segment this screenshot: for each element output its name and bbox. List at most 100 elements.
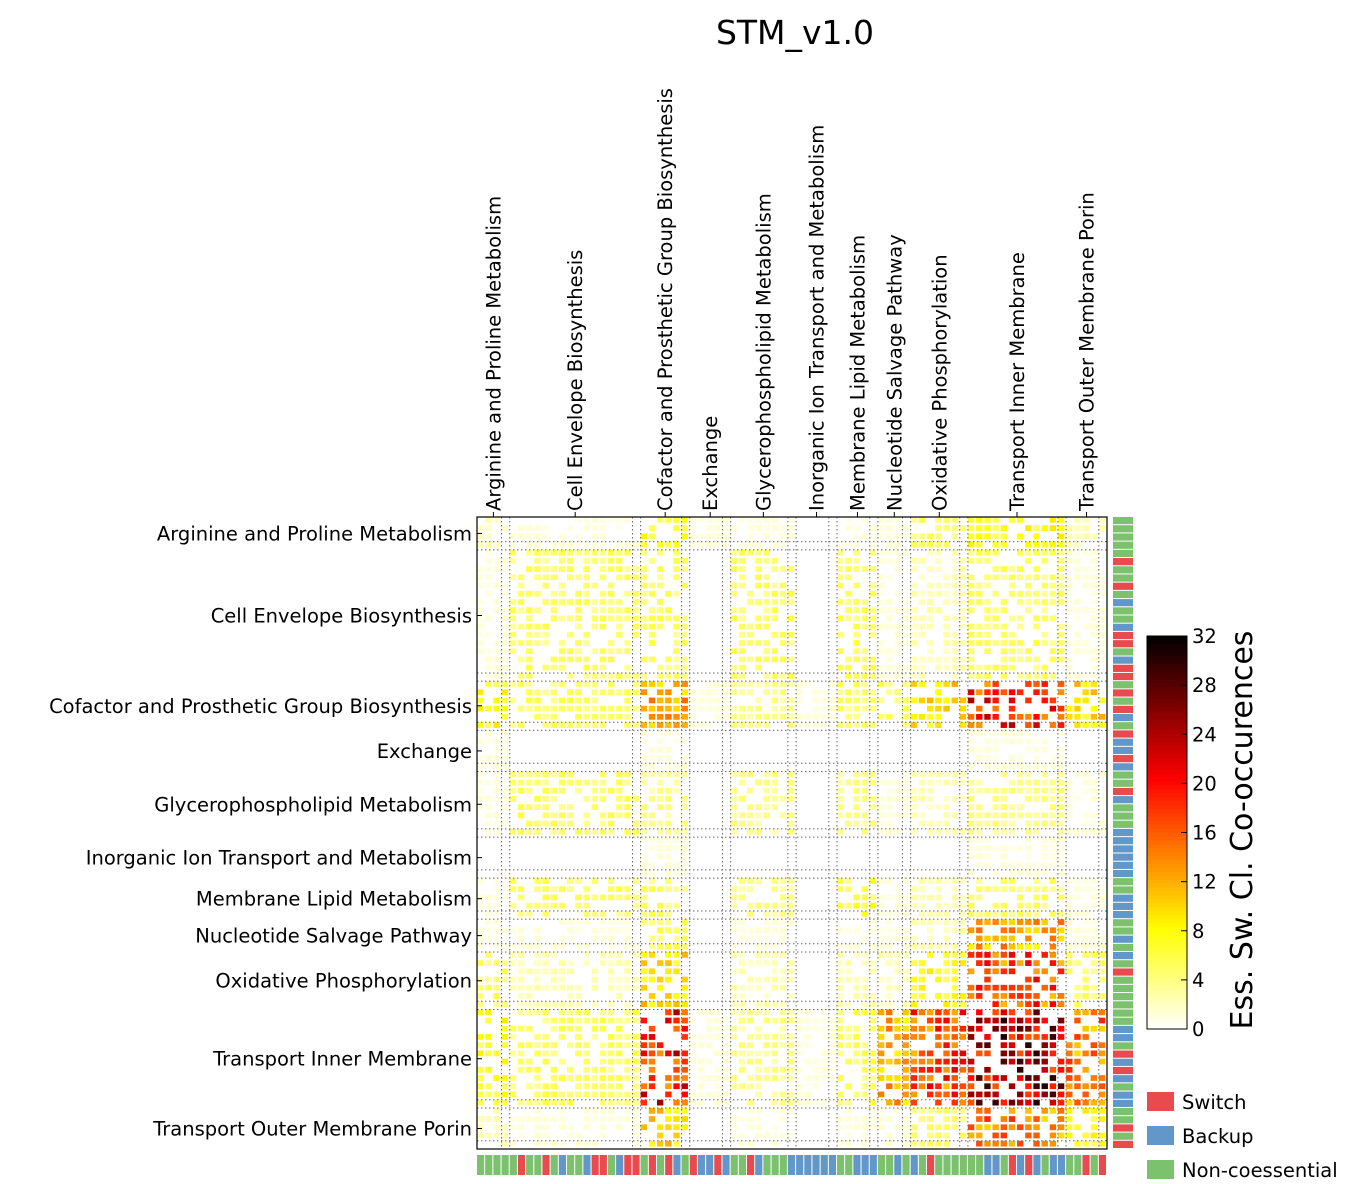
heatmap-cell — [681, 1017, 688, 1024]
heatmap-cell — [976, 984, 983, 991]
heatmap-cell — [1057, 640, 1065, 646]
heatmap-cell — [501, 1099, 508, 1106]
heatmap-cell — [1000, 1124, 1008, 1131]
colorbar-segment — [1147, 820, 1187, 826]
heatmap-cell — [517, 1099, 525, 1106]
heatmap-cell — [738, 984, 746, 991]
row-annotation-cell — [1113, 828, 1133, 837]
heatmap-cell — [591, 517, 598, 523]
heatmap-cell — [1017, 910, 1024, 917]
colorbar-segment — [1147, 718, 1187, 724]
heatmap-cell — [918, 787, 926, 794]
heatmap-cell — [485, 976, 492, 983]
heatmap-cell — [747, 541, 754, 548]
heatmap-cell — [927, 623, 934, 630]
heatmap-cell — [967, 746, 975, 753]
heatmap-cell — [517, 787, 525, 794]
heatmap-cell — [755, 1124, 762, 1131]
heatmap-cell — [935, 541, 942, 548]
heatmap-cell — [738, 640, 746, 646]
heatmap-cell — [837, 1091, 844, 1098]
heatmap-cell — [477, 697, 484, 704]
heatmap-cell — [747, 878, 754, 884]
heatmap-cell — [1049, 697, 1057, 704]
heatmap-cell — [796, 1083, 803, 1090]
heatmap-cell — [943, 640, 950, 646]
heatmap-cell — [1049, 590, 1057, 597]
heatmap-cell — [591, 787, 598, 794]
heatmap-cell — [567, 1001, 574, 1008]
heatmap-cell — [722, 1050, 729, 1057]
column-annotation-cell — [918, 1155, 926, 1175]
heatmap-cell — [616, 1091, 623, 1098]
heatmap-cell — [951, 1042, 958, 1049]
heatmap-cell — [853, 820, 860, 827]
heatmap-cell — [967, 722, 975, 728]
colorbar-segment — [1147, 1017, 1187, 1022]
heatmap-cell — [853, 656, 860, 663]
heatmap-cell — [624, 549, 631, 556]
heatmap-cell — [755, 1009, 762, 1016]
heatmap-cell — [722, 1042, 729, 1049]
heatmap-cell — [493, 1050, 500, 1057]
heatmap-cell — [526, 656, 533, 663]
heatmap-cell — [820, 1099, 828, 1106]
heatmap-cell — [992, 804, 999, 811]
heatmap-cell — [755, 722, 762, 728]
heatmap-cell — [558, 1099, 566, 1106]
heatmap-cell — [493, 607, 500, 614]
heatmap-cell — [599, 1075, 607, 1081]
heatmap-cell — [1049, 853, 1057, 860]
heatmap-cell — [967, 631, 975, 638]
heatmap-cell — [673, 1116, 680, 1122]
heatmap-cell — [1017, 623, 1024, 630]
heatmap-cell — [763, 648, 770, 655]
heatmap-cell — [837, 1099, 844, 1106]
heatmap-cell — [738, 886, 746, 893]
heatmap-cell — [943, 812, 950, 819]
heatmap-cell — [648, 796, 656, 802]
heatmap-cell — [967, 1034, 975, 1040]
heatmap-cell — [902, 1025, 909, 1032]
heatmap-cell — [665, 722, 672, 728]
heatmap-cell — [730, 689, 738, 696]
colorbar-segment — [1147, 930, 1187, 936]
heatmap-cell — [697, 1075, 705, 1081]
heatmap-cell — [1082, 1066, 1089, 1073]
heatmap-cell — [738, 1009, 746, 1016]
heatmap-cell — [894, 968, 901, 975]
row-annotation-cell — [1113, 968, 1133, 976]
heatmap-cell — [992, 886, 999, 893]
heatmap-cell — [1049, 574, 1057, 581]
heatmap-cell — [714, 1050, 721, 1057]
heatmap-cell — [558, 1025, 566, 1032]
heatmap-cell — [567, 886, 574, 893]
heatmap-cell — [943, 1034, 950, 1040]
heatmap-cell — [935, 976, 942, 983]
heatmap-cell — [526, 623, 533, 630]
heatmap-cell — [787, 993, 795, 999]
heatmap-cell — [1066, 599, 1073, 605]
heatmap-cell — [1025, 697, 1032, 704]
colorbar-segment — [1147, 722, 1187, 727]
colorbar-segment — [1147, 1025, 1187, 1030]
heatmap-cell — [1000, 763, 1008, 769]
heatmap-cell — [657, 599, 664, 605]
heatmap-cell — [894, 525, 901, 531]
heatmap-cell — [886, 533, 893, 540]
heatmap-cell — [1033, 681, 1040, 687]
heatmap-cell — [624, 812, 631, 819]
heatmap-cell — [1041, 1091, 1048, 1098]
heatmap-cell — [951, 631, 958, 638]
heatmap-cell — [706, 1017, 713, 1024]
heatmap-cell — [558, 582, 566, 589]
heatmap-cell — [632, 952, 639, 958]
heatmap-cell — [673, 738, 680, 745]
heatmap-cell — [722, 541, 729, 548]
heatmap-cell — [648, 1042, 656, 1049]
heatmap-cell — [1074, 828, 1081, 835]
heatmap-cell — [992, 640, 999, 646]
heatmap-cell — [526, 779, 533, 786]
heatmap-cell — [1090, 1132, 1098, 1139]
heatmap-cell — [1082, 919, 1089, 925]
